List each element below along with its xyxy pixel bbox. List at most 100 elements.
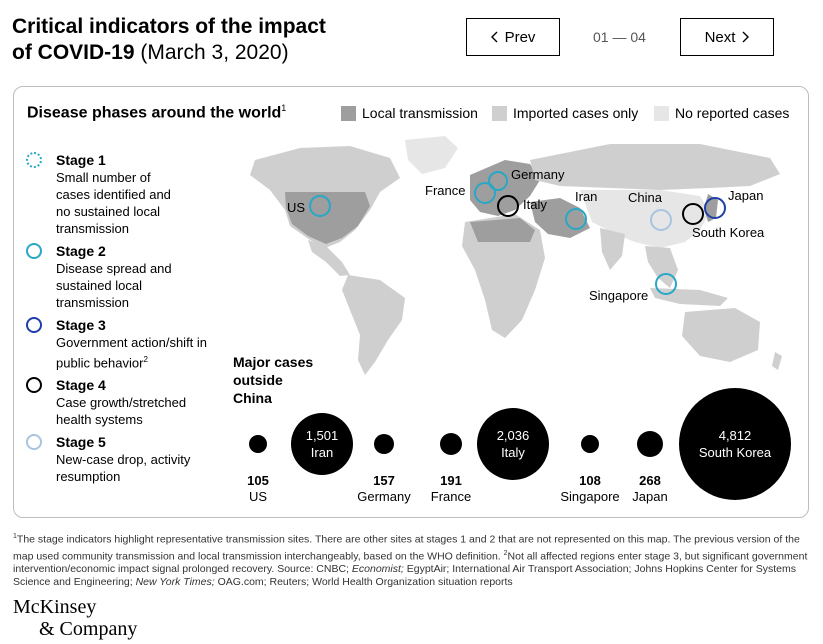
case-count: 268 — [639, 473, 661, 488]
case-bubble-us — [249, 435, 267, 453]
case-label: 105 US — [247, 473, 269, 505]
case-country: Italy — [501, 444, 525, 460]
marker-japan — [704, 197, 726, 219]
stage-1-name: Stage 1 — [56, 152, 106, 168]
footnote-part-1: The stage indicators highlight represent… — [13, 533, 800, 563]
stage-legend: Stage 1 Small number of cases identified… — [26, 152, 226, 485]
russia — [530, 144, 780, 190]
stage-2-name: Stage 2 — [56, 243, 106, 259]
chevron-left-icon — [490, 31, 498, 43]
stage-1-ring — [26, 152, 42, 168]
asia — [580, 190, 710, 248]
next-label: Next — [704, 28, 736, 46]
map-label-japan: Japan — [728, 188, 764, 203]
map-label-china: China — [628, 190, 662, 205]
south-america — [342, 275, 405, 375]
stage-5-ring — [26, 434, 42, 451]
map-label-iran: Iran — [575, 189, 598, 204]
title-line-2: of COVID-19 — [12, 41, 135, 64]
case-bubble-south-korea: 4,812 South Korea — [679, 388, 791, 500]
map-label-france: France — [425, 183, 466, 198]
major-cases-title: Major cases outside China — [233, 354, 314, 406]
stage-3-ring — [26, 317, 42, 333]
case-count: 191 — [440, 473, 462, 488]
stage-3-note: 2 — [143, 355, 148, 364]
stage-5: Stage 5 New-case drop, activity resumpti… — [26, 434, 226, 485]
page-indicator: 01 — 04 — [593, 29, 646, 45]
case-count: 108 — [579, 473, 601, 488]
title-date: (March 3, 2020) — [134, 41, 289, 64]
stage-2-ring — [26, 243, 42, 259]
australia — [682, 308, 760, 362]
stage-2: Stage 2 Disease spread and sustained loc… — [26, 243, 226, 311]
case-label: 268 Japan — [632, 473, 667, 505]
case-bubble-france — [439, 432, 463, 456]
stage-3-desc: Government action/shift in public behavi… — [56, 335, 208, 371]
case-country: Japan — [632, 489, 668, 504]
marker-china — [650, 209, 672, 231]
case-label: 191 France — [431, 473, 471, 505]
greenland — [405, 136, 458, 174]
case-count: 2,036 — [496, 427, 530, 443]
map-label-us: US — [287, 200, 306, 215]
prev-label: Prev — [504, 28, 536, 46]
marker-south-korea — [682, 203, 704, 225]
mckinsey-logo: McKinsey & Company — [13, 596, 138, 640]
case-count: 105 — [247, 473, 269, 488]
case-count: 1,501 — [305, 427, 339, 443]
marker-singapore — [655, 273, 677, 295]
footnote-economist: Economist; — [351, 563, 404, 575]
india — [600, 228, 625, 270]
legend-label-local: Local transmission — [362, 105, 478, 121]
central-america — [308, 240, 350, 276]
map-title: Disease phases around the world1 — [27, 103, 287, 122]
map-label-singapore: Singapore — [589, 288, 649, 303]
legend-local: Local transmission — [341, 105, 478, 121]
case-country: South Korea — [698, 445, 772, 460]
footnote-nyt: New York Times; — [135, 576, 215, 588]
marker-italy — [497, 195, 519, 217]
new-zealand — [772, 352, 782, 370]
footnote-part-4: OAG.com; Reuters; World Health Organizat… — [214, 576, 513, 588]
stage-5-desc: New-case drop, activity resumption — [56, 452, 191, 485]
case-bubble-singapore — [581, 435, 599, 453]
case-country: Singapore — [560, 489, 620, 504]
map-label-south-korea: South Korea — [692, 225, 765, 240]
case-bubble-italy: 2,036 Italy — [476, 407, 550, 481]
case-bubble-japan — [636, 430, 664, 458]
prev-button[interactable]: Prev — [466, 18, 560, 56]
marker-iran — [565, 208, 587, 230]
stage-3: Stage 3 Government action/shift in publi… — [26, 317, 226, 371]
stage-1: Stage 1 Small number of cases identified… — [26, 152, 226, 237]
case-label: 108 Singapore — [560, 473, 619, 505]
legend-label-imported: Imported cases only — [513, 105, 639, 121]
footnote-part-2: Not all affected regions enter stage 3, … — [13, 550, 808, 575]
legend-swatch-local — [341, 105, 356, 121]
legend-none: No reported cases — [654, 105, 789, 121]
chevron-right-icon — [742, 31, 750, 43]
case-count: 157 — [373, 473, 395, 488]
marker-germany — [488, 171, 508, 191]
page-title: Critical indicators of the impact of COV… — [12, 14, 326, 66]
case-country: France — [430, 489, 472, 504]
north-africa — [470, 218, 535, 242]
case-bubble-germany — [373, 433, 395, 455]
case-country: Germany — [357, 489, 411, 504]
case-count: 4,812 — [718, 428, 752, 443]
footnote-part-3: EgyptAir; International Air Transport As… — [13, 563, 797, 588]
stage-3-name: Stage 3 — [56, 317, 106, 333]
footnote: 1The stage indicators highlight represen… — [13, 533, 808, 588]
map-label-germany: Germany — [511, 167, 565, 182]
case-country: US — [248, 489, 268, 504]
stage-1-desc: Small number of cases identified and no … — [56, 170, 171, 236]
stage-5-name: Stage 5 — [56, 434, 106, 451]
case-bubble-iran: 1,501 Iran — [290, 412, 354, 476]
marker-us — [309, 195, 331, 217]
legend-label-none: No reported cases — [675, 105, 790, 121]
legend-swatch-none — [654, 105, 669, 121]
case-country: Iran — [310, 444, 334, 460]
stage-2-desc: Disease spread and sustained local trans… — [56, 261, 172, 310]
map-card — [13, 86, 809, 518]
next-button[interactable]: Next — [680, 18, 774, 56]
stage-4-desc: Case growth/stretched health systems — [56, 395, 187, 428]
